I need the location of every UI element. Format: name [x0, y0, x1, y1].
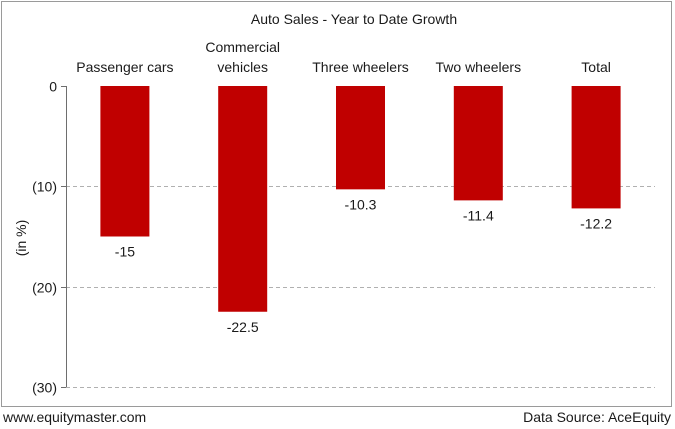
- category-label: vehicles: [217, 59, 268, 75]
- category-label: Three wheelers: [312, 59, 409, 75]
- chart-frame: [1, 1, 672, 407]
- chart-title: Auto Sales - Year to Date Growth: [251, 11, 457, 27]
- category-label: Commercial: [205, 39, 280, 55]
- category-label: Two wheelers: [436, 59, 522, 75]
- bar: [571, 86, 621, 209]
- y-tick-label: 0: [49, 79, 57, 95]
- labels: -15 Passenger cars -22.5 Commercial vehicles…: [76, 39, 612, 335]
- category-label: Total: [581, 59, 611, 75]
- bar: [453, 86, 503, 201]
- data-label: -15: [115, 244, 135, 260]
- bar: [218, 86, 268, 312]
- bar: [100, 86, 150, 237]
- y-axis-label: (in %): [13, 220, 29, 257]
- data-label: -12.2: [580, 215, 612, 231]
- y-tick-label: (30): [32, 380, 57, 396]
- category-label: Passenger cars: [76, 59, 173, 75]
- chart: Auto Sales - Year to Date Growth (in %) …: [13, 11, 655, 396]
- grid-lines: [66, 186, 655, 388]
- y-axis: 0 (10) (20) (30): [32, 79, 67, 396]
- y-tick-label: (20): [32, 280, 57, 296]
- data-label: -22.5: [227, 319, 259, 335]
- data-label: -11.4: [463, 207, 494, 223]
- data-label: -10.3: [345, 196, 377, 212]
- source-url: www.equitymaster.com: [3, 409, 147, 425]
- bars: [100, 86, 621, 312]
- data-source: Data Source: AceEquity: [523, 409, 671, 425]
- bar: [336, 86, 385, 190]
- y-tick-label: (10): [32, 179, 57, 195]
